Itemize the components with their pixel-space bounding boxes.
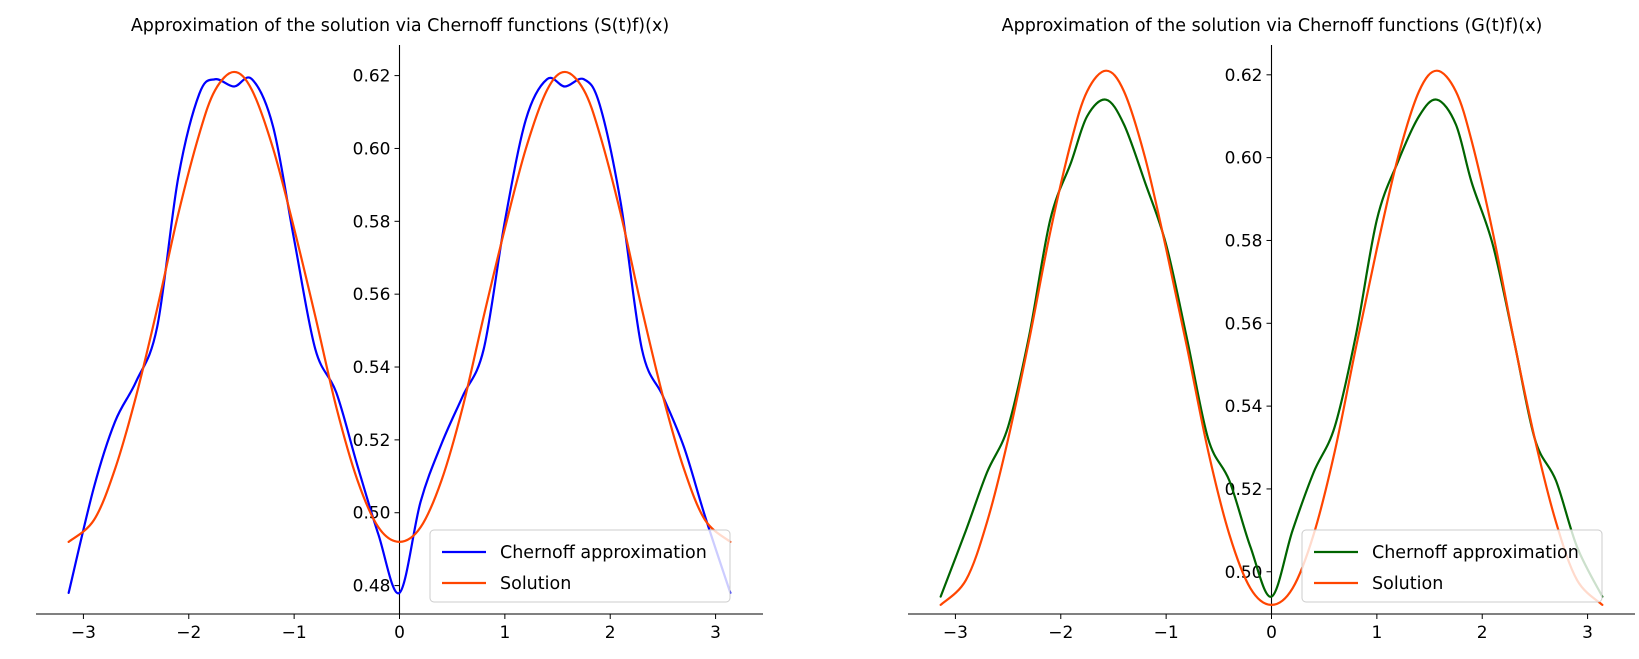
x-tick-label: 2 xyxy=(605,623,616,643)
x-tick-label: 2 xyxy=(1477,623,1488,643)
chart-right: Approximation of the solution via Cherno… xyxy=(908,16,1635,643)
legend-label-approximation: Chernoff approximation xyxy=(1372,543,1579,563)
legend: Chernoff approximation Solution xyxy=(1301,529,1603,603)
x-tick-label: 0 xyxy=(1266,623,1277,643)
legend-label-approximation: Chernoff approximation xyxy=(500,543,707,563)
y-tick-label: 0.52 xyxy=(353,431,391,451)
y-tick-label: 0.56 xyxy=(1225,314,1263,334)
solution-line xyxy=(67,70,732,543)
x-tick-label: −1 xyxy=(1154,623,1179,643)
legend-box xyxy=(1301,529,1603,603)
x-tick-label: −1 xyxy=(282,623,307,643)
x-tick-label: −3 xyxy=(943,623,968,643)
x-tick-label: 3 xyxy=(1582,623,1593,643)
x-tick-label: 0 xyxy=(394,623,405,643)
chart-title: Approximation of the solution via Cherno… xyxy=(1002,16,1543,36)
x-tick-label: −2 xyxy=(176,623,201,643)
chernoff-approximation-line xyxy=(67,76,732,595)
y-tick-label: 0.56 xyxy=(353,285,391,305)
y-tick-label: 0.62 xyxy=(353,67,391,87)
chart-left-marks: −3 −2 −1 0 1 2 30.480.500.520.540.560.580.600.… xyxy=(36,45,763,643)
x-tick-label: 1 xyxy=(1371,623,1382,643)
legend-label-solution: Solution xyxy=(1372,574,1443,594)
y-tick-label: 0.58 xyxy=(1225,231,1263,251)
chart-right-marks: −3 −2 −1 0 1 2 30.500.520.540.560.580.600.62 xyxy=(908,45,1635,643)
chart-title: Approximation of the solution via Cherno… xyxy=(131,16,669,36)
chernoff-approximation-line xyxy=(939,98,1604,598)
y-tick-label: 0.60 xyxy=(353,139,391,159)
legend: Chernoff approximation Solution xyxy=(429,529,731,603)
x-tick-label: 1 xyxy=(499,623,510,643)
y-tick-label: 0.54 xyxy=(353,358,391,378)
x-tick-label: −3 xyxy=(71,623,96,643)
legend-label-solution: Solution xyxy=(500,574,571,594)
x-tick-label: −2 xyxy=(1048,623,1073,643)
y-tick-label: 0.62 xyxy=(1225,66,1263,86)
y-tick-label: 0.60 xyxy=(1225,149,1263,169)
chart-left: Approximation of the solution via Cherno… xyxy=(36,16,763,643)
y-tick-label: 0.54 xyxy=(1225,397,1263,417)
legend-box xyxy=(429,529,731,603)
solution-line xyxy=(939,69,1604,606)
x-tick-label: 3 xyxy=(710,623,721,643)
y-tick-label: 0.58 xyxy=(353,212,391,232)
y-tick-label: 0.48 xyxy=(353,577,391,597)
